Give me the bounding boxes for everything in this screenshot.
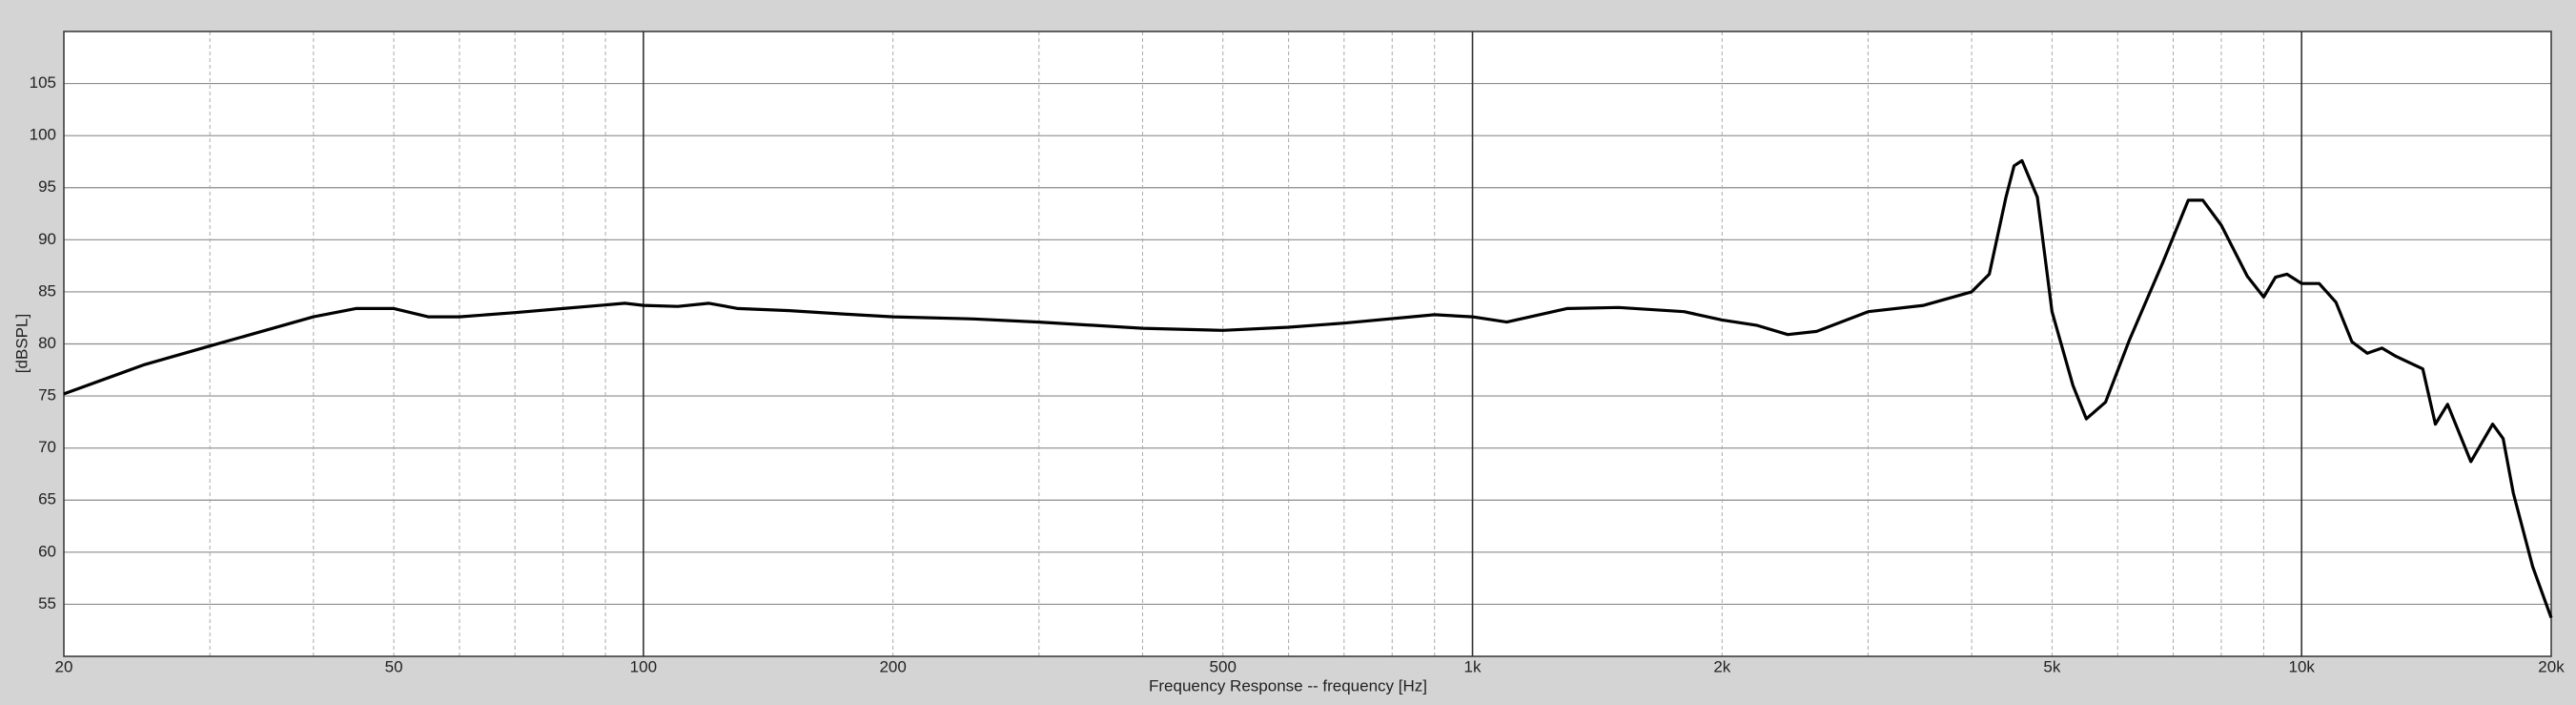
y-axis-label: [dBSPL] xyxy=(12,314,31,373)
y-tick-label: 80 xyxy=(38,334,56,352)
x-tick-label: 200 xyxy=(879,657,906,675)
x-tick-label: 100 xyxy=(630,657,657,675)
y-tick-label: 55 xyxy=(38,594,56,612)
y-tick-label: 105 xyxy=(30,73,56,92)
x-tick-label: 10k xyxy=(2288,657,2315,675)
y-tick-label: 100 xyxy=(30,126,56,144)
x-tick-label: 50 xyxy=(385,657,403,675)
y-tick-label: 95 xyxy=(38,177,56,196)
x-tick-label: 500 xyxy=(1210,657,1237,675)
y-tick-label: 65 xyxy=(38,490,56,508)
x-tick-label: 1k xyxy=(1464,657,1482,675)
x-tick-label: 5k xyxy=(2043,657,2060,675)
plot-border xyxy=(63,31,2552,657)
x-tick-label: 2k xyxy=(1713,657,1730,675)
x-axis-label: Frequency Response -- frequency [Hz] xyxy=(1149,676,1427,695)
x-tick-label: 20k xyxy=(2538,657,2565,675)
y-tick-label: 85 xyxy=(38,281,56,300)
line xyxy=(63,158,2553,619)
y-tick-label: 70 xyxy=(38,438,56,456)
y-tick-label: 75 xyxy=(38,386,56,404)
y-tick-label: 90 xyxy=(38,230,56,248)
x-tick-label: 20 xyxy=(55,657,73,675)
y-tick-label: 60 xyxy=(38,542,56,560)
